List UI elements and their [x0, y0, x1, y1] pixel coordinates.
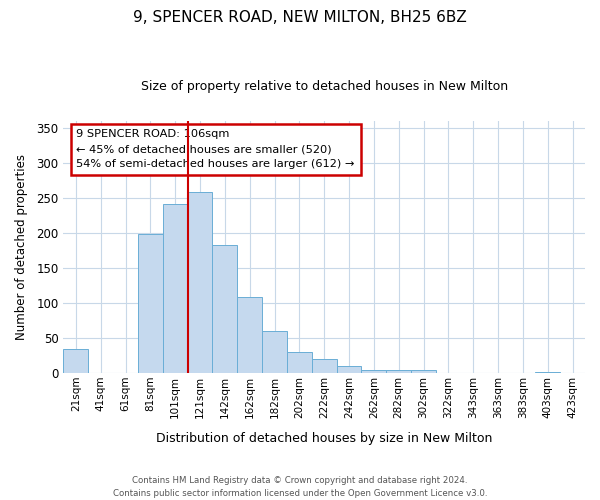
Bar [188, 192, 212, 373]
Bar [138, 234, 163, 373]
Bar [163, 204, 188, 373]
Bar [386, 370, 411, 373]
Bar [262, 331, 287, 373]
Text: Contains HM Land Registry data © Crown copyright and database right 2024.
Contai: Contains HM Land Registry data © Crown c… [113, 476, 487, 498]
Bar [312, 359, 337, 373]
Bar [212, 246, 237, 373]
Bar [287, 352, 312, 373]
Title: Size of property relative to detached houses in New Milton: Size of property relative to detached ho… [140, 80, 508, 93]
Bar [337, 366, 361, 373]
Text: 9 SPENCER ROAD: 106sqm
← 45% of detached houses are smaller (520)
54% of semi-de: 9 SPENCER ROAD: 106sqm ← 45% of detached… [76, 130, 355, 169]
Bar [64, 348, 88, 373]
Bar [560, 372, 585, 373]
Y-axis label: Number of detached properties: Number of detached properties [15, 154, 28, 340]
Text: 9, SPENCER ROAD, NEW MILTON, BH25 6BZ: 9, SPENCER ROAD, NEW MILTON, BH25 6BZ [133, 10, 467, 25]
Bar [237, 298, 262, 373]
X-axis label: Distribution of detached houses by size in New Milton: Distribution of detached houses by size … [156, 432, 493, 445]
Bar [361, 370, 386, 373]
Bar [535, 372, 560, 373]
Bar [411, 370, 436, 373]
